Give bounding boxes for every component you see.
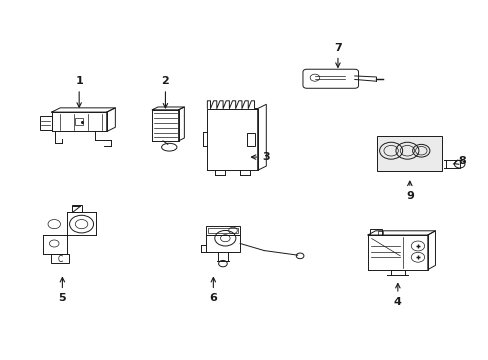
Text: 3: 3 xyxy=(251,152,269,162)
Bar xyxy=(377,231,382,235)
Bar xyxy=(377,136,441,171)
Bar xyxy=(205,226,240,235)
Text: 7: 7 xyxy=(333,43,341,67)
Bar xyxy=(51,254,68,263)
Text: 6: 6 xyxy=(209,278,217,303)
Bar xyxy=(246,133,255,146)
Text: 2: 2 xyxy=(161,76,169,108)
Text: 8: 8 xyxy=(452,156,466,166)
Bar xyxy=(205,235,240,252)
Text: 1: 1 xyxy=(75,76,83,107)
Bar xyxy=(446,160,459,168)
Bar xyxy=(75,118,83,125)
Text: C: C xyxy=(57,255,62,264)
Text: 5: 5 xyxy=(59,278,66,303)
Bar xyxy=(208,228,237,233)
Bar xyxy=(72,206,81,212)
Text: 4: 4 xyxy=(393,284,401,307)
Bar xyxy=(369,229,382,235)
Text: 9: 9 xyxy=(405,181,413,201)
Bar xyxy=(40,116,52,130)
